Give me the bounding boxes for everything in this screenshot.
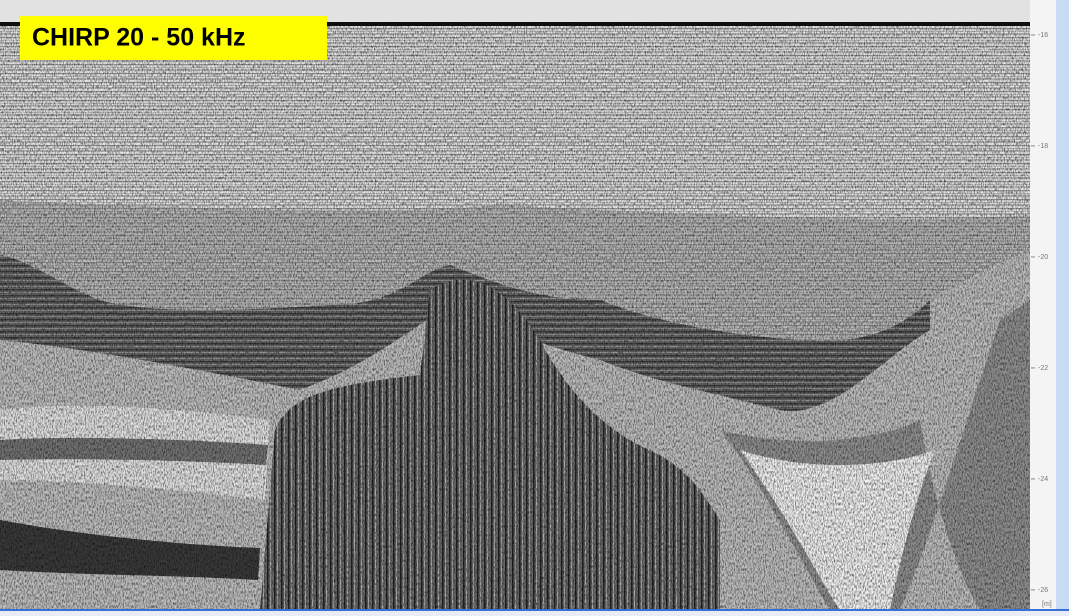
frequency-label: CHIRP 20 - 50 kHz	[32, 24, 246, 52]
tick-label: -26	[1038, 587, 1048, 594]
tick-label: -22	[1038, 365, 1048, 372]
tick-label: -24	[1038, 476, 1048, 483]
noise-overlay	[0, 22, 1030, 610]
sonar-view: -16 -18 -20 -22 -24 -26 [m] CHIRP 20 - 50 kHz	[0, 0, 1069, 616]
tick-label: -20	[1038, 254, 1048, 261]
tick-label: -18	[1038, 143, 1048, 150]
axis-unit: [m]	[1042, 601, 1052, 608]
bottom-strip	[0, 611, 1069, 616]
bottom-border	[0, 609, 1069, 611]
page: -16 -18 -20 -22 -24 -26 [m] CHIRP 20 - 50 kHz…	[0, 0, 1069, 616]
axis-strip	[1030, 0, 1056, 610]
tick-label: -16	[1038, 32, 1048, 39]
side-panel	[1056, 0, 1069, 616]
